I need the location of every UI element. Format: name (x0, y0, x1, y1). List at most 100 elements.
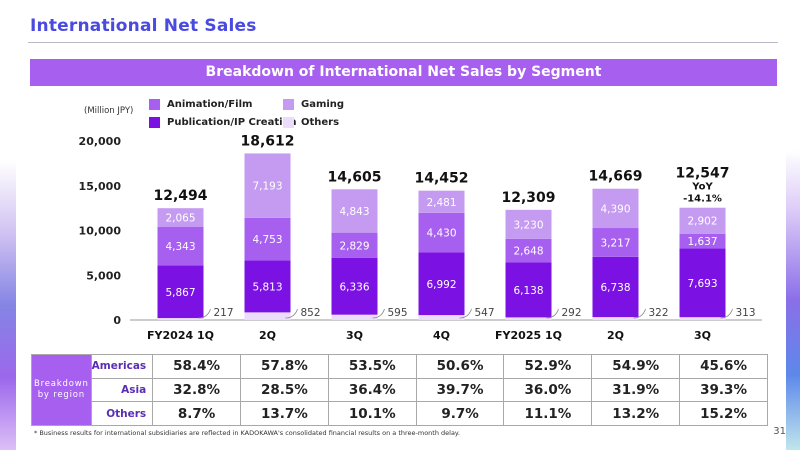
y-tick-label: 20,000 (79, 135, 122, 148)
region-share-cell: 45.6% (679, 354, 768, 379)
data-label-gaming: 2,481 (426, 197, 456, 209)
legend-swatch-gaming (283, 99, 294, 110)
data-label-others: 322 (649, 307, 669, 319)
data-label-animation-film: 2,648 (513, 246, 543, 258)
x-tick-label: FY2024 1Q (147, 329, 214, 342)
region-share-cell: 57.8% (240, 354, 329, 379)
region-share-cell: 32.8% (152, 377, 241, 403)
bar-segment-publication-ip-creation (157, 265, 204, 319)
data-label-publication-ip-creation: 6,336 (339, 281, 369, 293)
region-share-cell: 10.1% (327, 401, 417, 426)
legend-item-others: Others (283, 117, 339, 128)
bar-segment-others (244, 312, 291, 320)
data-label-publication-ip-creation: 6,738 (600, 282, 630, 294)
total-label: 14,452 (414, 171, 468, 187)
page-number: 31 (773, 426, 786, 437)
legend-label-others: Others (301, 117, 340, 128)
x-tick-label: 3Q (346, 329, 363, 342)
data-label-others: 313 (736, 307, 756, 319)
data-label-animation-film: 4,430 (426, 228, 456, 240)
region-breakdown-table: Breakdown by region Americas 58.4% 57.8% 53.… (31, 354, 768, 426)
data-label-others: 595 (388, 307, 408, 319)
legend-swatch-animation (149, 99, 160, 110)
region-row: Asia 32.8% 28.5% 36.4% 39.7% 36.0% 31.9% 39.3% (32, 377, 768, 403)
bar-segment-gaming (331, 189, 378, 233)
data-label-gaming: 4,390 (600, 203, 630, 215)
region-label: Asia (90, 377, 154, 403)
bar-segment-animation-film (592, 228, 639, 257)
region-share-cell: 39.7% (415, 377, 505, 403)
legend-item-publication: Publication/IP Creation (149, 117, 297, 128)
bar-segment-animation-film (679, 233, 726, 249)
others-callout-line (633, 308, 646, 319)
bar-segment-gaming (244, 153, 291, 218)
data-label-gaming: 3,230 (513, 219, 543, 231)
region-share-cell: 52.9% (503, 354, 593, 379)
data-label-publication-ip-creation: 6,138 (513, 285, 543, 297)
data-label-animation-film: 4,753 (252, 234, 282, 246)
data-label-others: 292 (562, 307, 582, 319)
data-label-others: 217 (214, 307, 234, 319)
region-share-cell: 31.9% (591, 377, 681, 403)
region-label: Others (90, 401, 154, 426)
region-share-cell: 50.6% (415, 354, 505, 379)
data-label-gaming: 2,902 (687, 216, 717, 228)
region-share-cell: 28.5% (240, 377, 329, 403)
bar-segment-publication-ip-creation (592, 256, 639, 318)
bar-segment-animation-film (505, 238, 552, 263)
page-title: International Net Sales (30, 16, 257, 36)
data-label-others: 547 (475, 307, 495, 319)
data-label-others: 852 (301, 307, 321, 319)
bar-segment-animation-film (244, 217, 291, 261)
unit-label: (Million JPY) (84, 106, 134, 116)
others-callout-line (285, 308, 298, 319)
bar-segment-gaming (418, 190, 465, 213)
total-label: 14,605 (327, 169, 381, 185)
x-tick-label: 4Q (433, 329, 450, 342)
data-label-gaming: 4,843 (339, 206, 369, 218)
region-share-cell: 54.9% (591, 354, 681, 379)
y-tick-label: 10,000 (79, 225, 122, 238)
total-label: 12,309 (501, 190, 555, 206)
region-label: Americas (90, 354, 154, 379)
data-label-publication-ip-creation: 7,693 (687, 278, 717, 290)
region-row: Breakdown by region Americas 58.4% 57.8% 53.… (31, 354, 768, 426)
bar-segment-publication-ip-creation (505, 262, 552, 318)
x-tick-label: 3Q (694, 329, 711, 342)
data-label-gaming: 2,065 (165, 212, 195, 224)
others-callout-line (720, 308, 733, 319)
region-share-cell: 36.0% (503, 377, 593, 403)
bar-segment-animation-film (157, 226, 204, 266)
region-share-cell: 36.4% (327, 377, 417, 403)
data-label-gaming: 7,193 (252, 181, 282, 193)
others-callout-line (198, 308, 211, 319)
x-tick-label: FY2025 1Q (495, 329, 562, 342)
y-tick-label: 15,000 (79, 180, 122, 193)
data-label-animation-film: 2,829 (339, 240, 369, 252)
bar-segment-others (679, 317, 726, 320)
bar-segment-publication-ip-creation (418, 252, 465, 316)
title-divider (28, 42, 778, 43)
yoy-value: -14.1% (683, 194, 722, 205)
bar-segment-gaming (592, 188, 639, 229)
data-label-animation-film: 1,637 (687, 236, 717, 248)
others-callout-line (372, 308, 385, 319)
decorative-stripe-right (786, 150, 800, 450)
region-share-cell: 8.7% (152, 401, 241, 426)
footnote: * Business results for international sub… (34, 429, 460, 437)
section-banner: Breakdown of International Net Sales by … (30, 59, 777, 86)
decorative-stripe-left (0, 160, 16, 450)
y-tick-label: 0 (113, 314, 121, 327)
legend-swatch-publication (149, 117, 160, 128)
legend-label-gaming: Gaming (301, 99, 345, 110)
legend-label-animation: Animation/Film (167, 99, 253, 110)
x-tick-label: 2Q (607, 329, 624, 342)
total-label: 14,669 (588, 169, 642, 185)
region-share-cell: 53.5% (327, 354, 417, 379)
bar-segment-others (331, 314, 378, 320)
region-table-header: Breakdown by region (31, 354, 92, 426)
bar-segment-animation-film (418, 212, 465, 253)
region-share-cell: 58.4% (152, 354, 241, 379)
y-tick-label: 5,000 (86, 269, 121, 282)
